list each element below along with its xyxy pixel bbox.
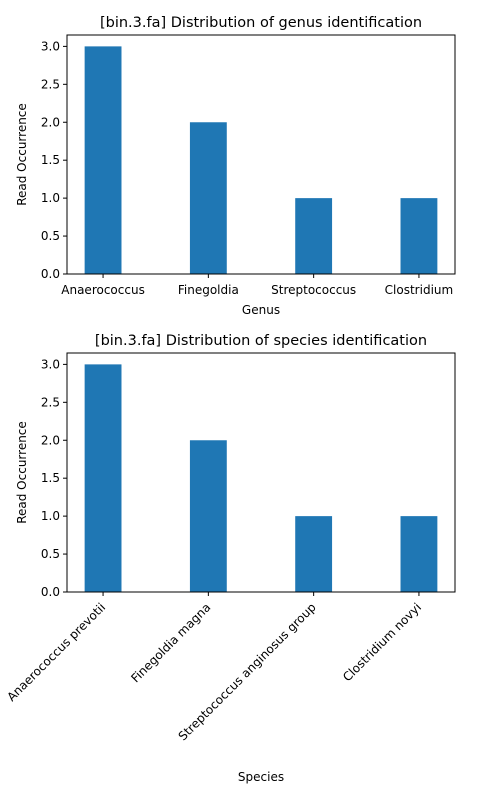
bar (400, 198, 438, 274)
bar (400, 516, 438, 592)
y-axis-label: Read Occurrence (15, 421, 29, 524)
y-tick-label: 3.0 (41, 39, 60, 53)
y-tick-label: 1.0 (41, 509, 60, 523)
y-tick-label: 2.0 (41, 433, 60, 447)
x-tick-label: Finegoldia magna (128, 600, 213, 685)
bar (295, 516, 333, 592)
y-tick-label: 2.0 (41, 115, 60, 129)
plot-frame (66, 34, 456, 275)
x-axis-label: Species (238, 770, 284, 784)
chart-2: [bin.3.fa] Distribution of species ident… (4, 333, 456, 784)
x-tick-label: Anaerococcus (61, 283, 145, 297)
x-tick-label: Finegoldia (178, 283, 239, 297)
chart-title: [bin.3.fa] Distribution of genus identif… (100, 15, 422, 31)
y-axis-label: Read Occurrence (15, 103, 29, 206)
y-tick-label: 3.0 (41, 357, 60, 371)
y-tick-label: 0.0 (41, 267, 60, 281)
bar (84, 46, 122, 274)
y-tick-label: 0.0 (41, 585, 60, 599)
x-axis-label: Genus (242, 303, 280, 317)
y-tick-label: 0.5 (41, 229, 60, 243)
x-tick-label: Anaerococcus prevotii (4, 600, 108, 704)
bar (84, 364, 122, 592)
y-tick-label: 2.5 (41, 77, 60, 91)
chart-1: [bin.3.fa] Distribution of genus identif… (15, 15, 456, 317)
plot-frame (66, 352, 456, 593)
chart-title: [bin.3.fa] Distribution of species ident… (95, 333, 427, 349)
y-tick-label: 1.5 (41, 153, 60, 167)
bar (189, 440, 227, 592)
y-tick-label: 1.5 (41, 471, 60, 485)
bar (189, 122, 227, 274)
x-tick-label: Streptococcus (271, 283, 356, 297)
y-tick-label: 0.5 (41, 547, 60, 561)
y-tick-label: 1.0 (41, 191, 60, 205)
x-tick-label: Clostridium novyi (340, 600, 424, 684)
y-tick-label: 2.5 (41, 395, 60, 409)
bar (295, 198, 333, 274)
x-tick-label: Clostridium (385, 283, 454, 297)
